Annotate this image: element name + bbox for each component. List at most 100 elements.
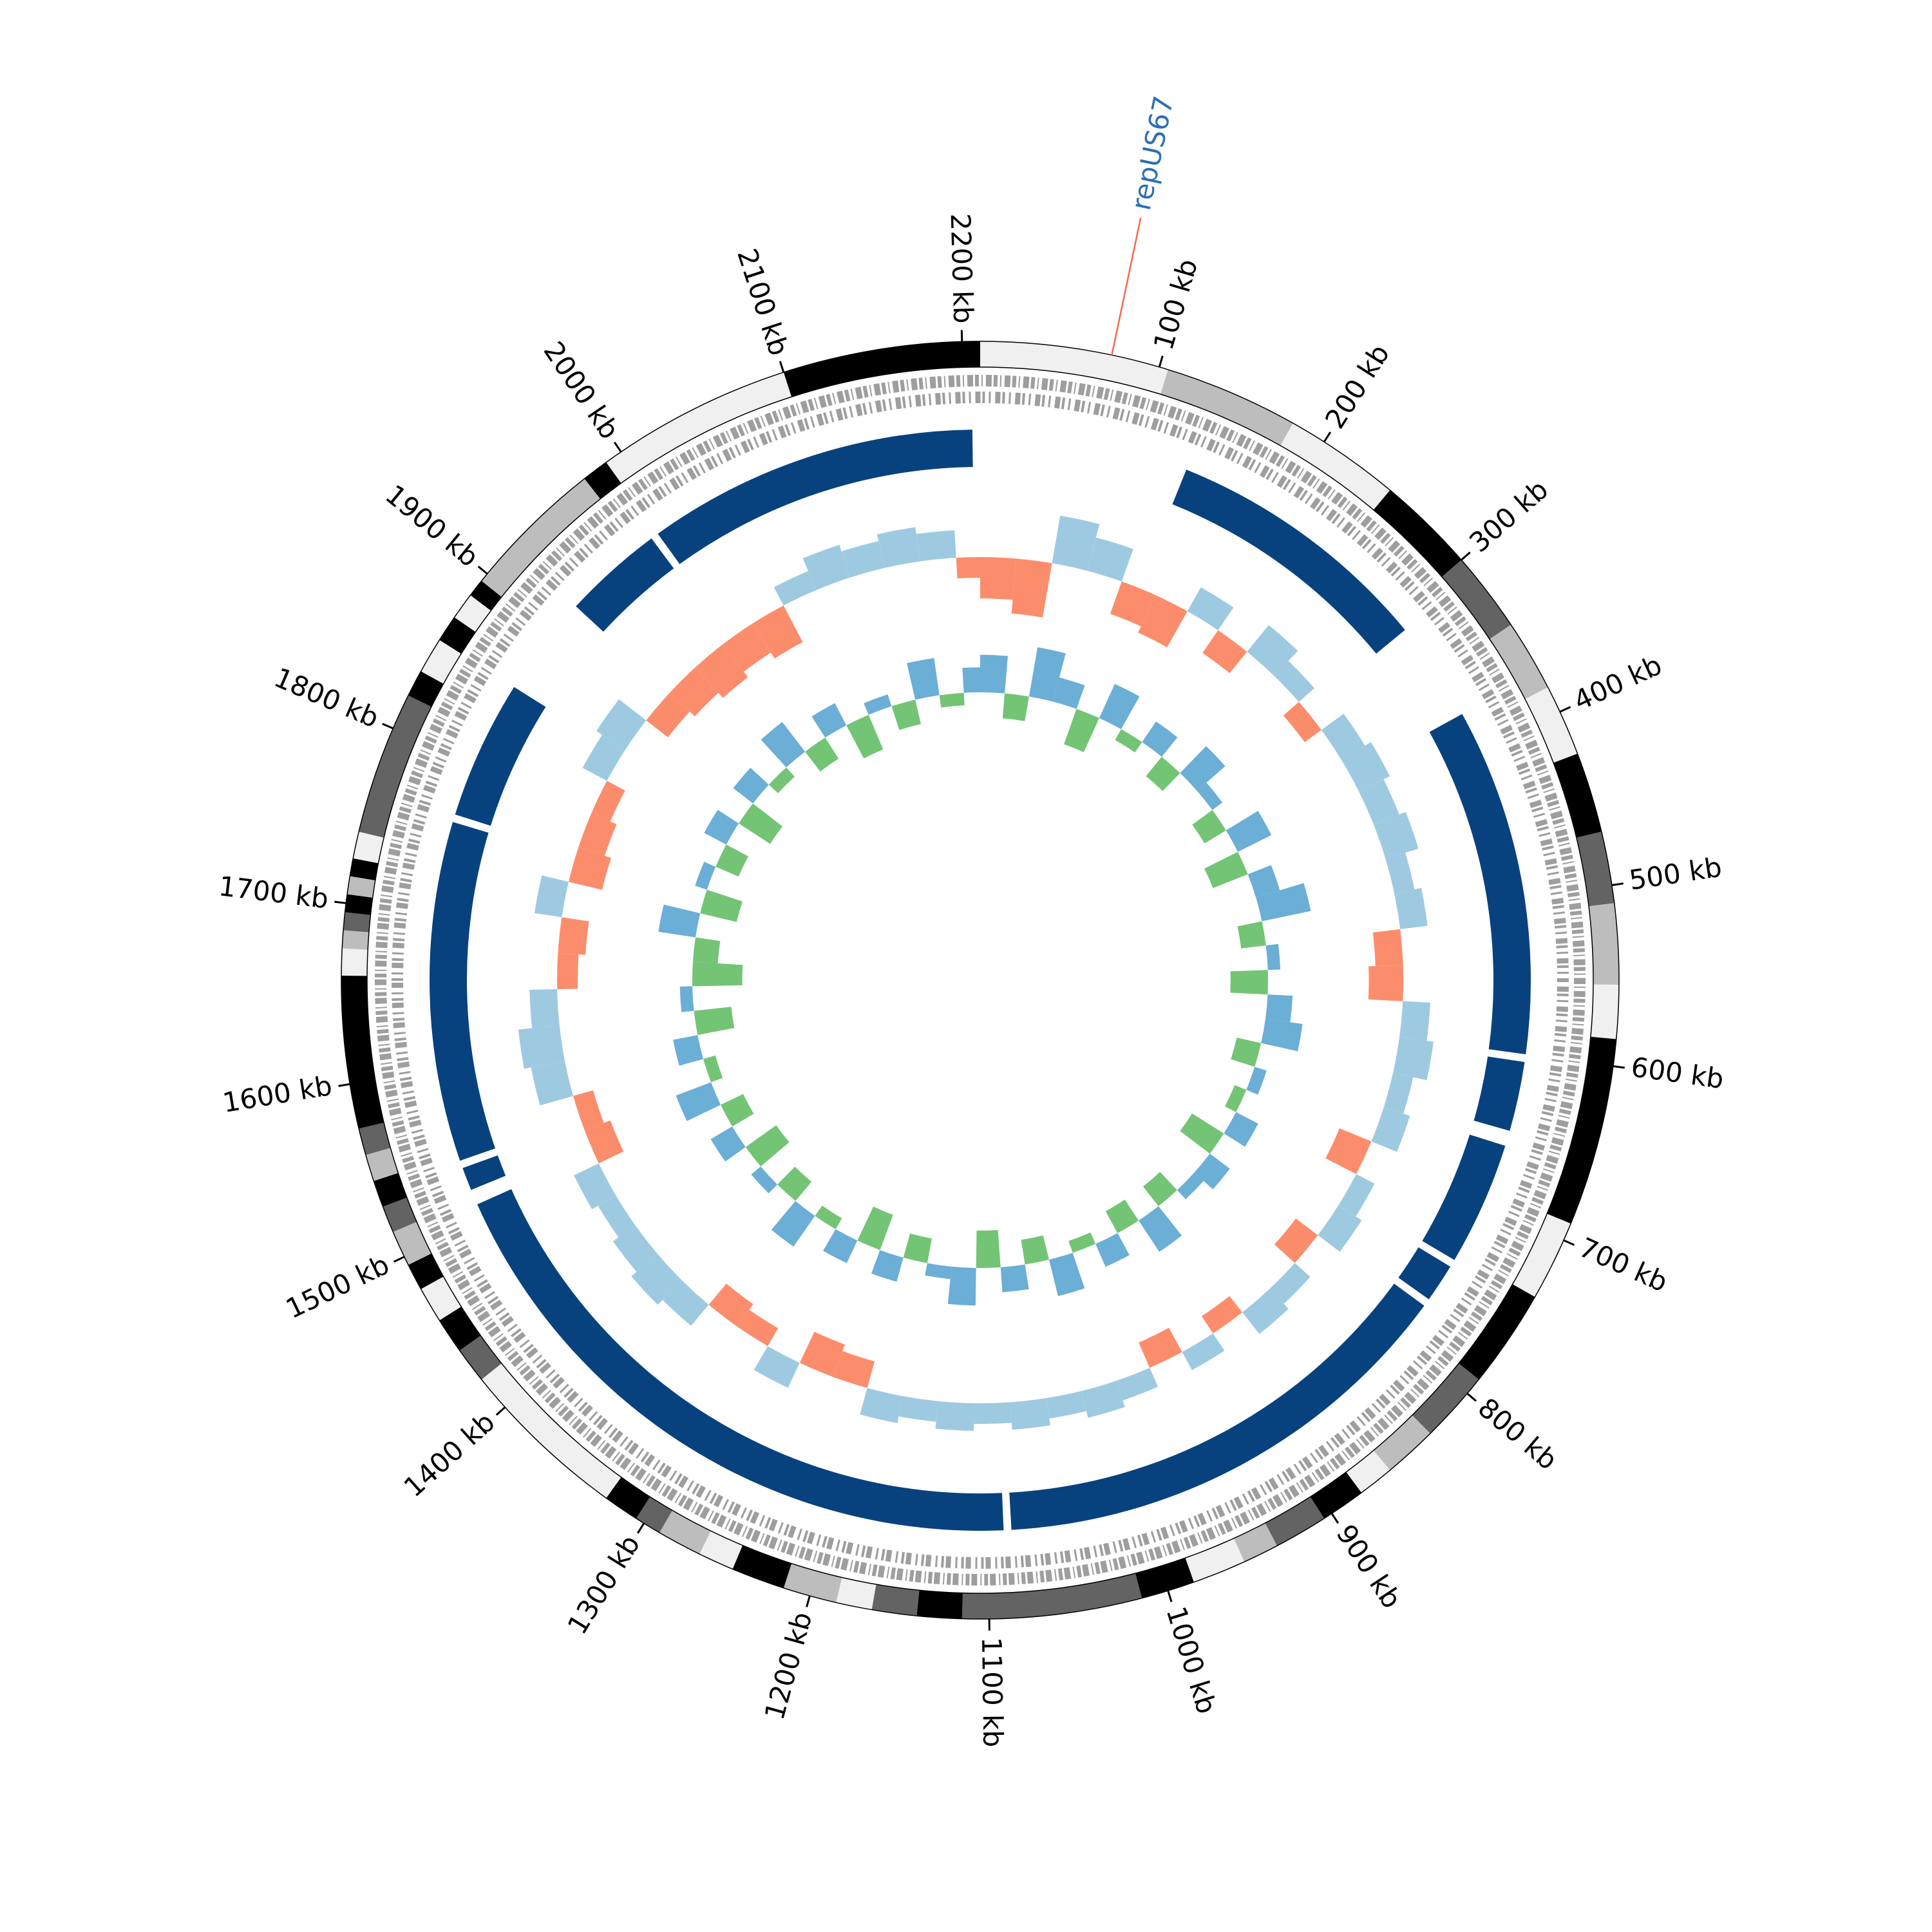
- gc-content-bar: [704, 810, 739, 845]
- outer-border: [341, 341, 1620, 1620]
- gc-content-bar: [703, 1056, 723, 1083]
- gc-skew-bar: [802, 544, 850, 591]
- contig: [1412, 1363, 1479, 1434]
- tick-label: 1000 kb: [1160, 1603, 1222, 1718]
- gc-skew-bar: [1182, 1333, 1225, 1370]
- gc-skew-bar: [737, 1309, 779, 1347]
- gc-skew-bar: [1338, 1174, 1375, 1217]
- tick-mark: [779, 361, 785, 373]
- gc-skew-bar: [974, 1402, 1012, 1425]
- contig: [1547, 1036, 1616, 1224]
- hit-segment: [455, 687, 546, 826]
- tick-label: 600 kb: [1629, 1051, 1726, 1095]
- gc-skew-bar: [1368, 965, 1404, 1001]
- gc-skew-bar: [568, 847, 612, 890]
- tick-label: 1300 kb: [562, 1530, 647, 1640]
- tick-mark: [382, 723, 393, 730]
- hit-segment: [576, 538, 674, 632]
- gc-content-bar: [692, 937, 721, 963]
- gc-skew-bar: [1247, 625, 1298, 676]
- gc-content-bar: [1000, 1264, 1029, 1293]
- tick-label: 1600 kb: [220, 1070, 334, 1119]
- tick-mark: [338, 1083, 350, 1087]
- contig: [783, 341, 980, 397]
- gc-content-bar: [1225, 1084, 1247, 1112]
- gc-content-bar: [1095, 1233, 1130, 1267]
- contig: [1589, 903, 1619, 985]
- hit-segment: [462, 1155, 506, 1190]
- gc-skew-bar: [1341, 742, 1390, 792]
- gc-content-bar: [1247, 865, 1280, 898]
- gc-content-bar: [673, 1035, 704, 1066]
- gc-skew-bar: [596, 699, 647, 750]
- gc-skew-bar: [1087, 537, 1133, 582]
- gc-content-bar: [903, 1233, 932, 1264]
- contig: [1346, 1450, 1390, 1493]
- gc-skew-bar: [1371, 1107, 1410, 1152]
- gc-skew-bar: [1274, 1218, 1318, 1264]
- contig: [1525, 687, 1578, 763]
- gc-content-bar: [679, 986, 694, 1012]
- gc-skew-bar: [1011, 558, 1052, 618]
- gc-skew-bar: [695, 644, 748, 698]
- gc-skew-bar: [1139, 1327, 1182, 1368]
- tick-mark: [1331, 1513, 1340, 1524]
- gc-content-bar: [1237, 921, 1266, 949]
- contig: [359, 1122, 391, 1155]
- gc-skew-bar: [662, 1280, 709, 1326]
- gc-skew-bar: [1046, 1390, 1086, 1419]
- gc-content-bar: [864, 694, 892, 715]
- gc-skew-bar: [1399, 1001, 1430, 1041]
- gc-content-bar: [658, 904, 701, 938]
- tick-mark: [1563, 1239, 1575, 1246]
- gc-skew-bar: [1325, 1128, 1372, 1175]
- gc-skew-bar: [916, 530, 956, 562]
- gc-skew-bar: [1242, 1289, 1289, 1334]
- gc-content-bar: [1021, 1235, 1049, 1265]
- gc-content-bar: [751, 1166, 778, 1193]
- hit-segment: [1422, 1134, 1506, 1260]
- contig: [836, 1577, 876, 1610]
- gc-content-bar: [811, 703, 847, 738]
- gc-content-bar: [768, 767, 795, 793]
- contig: [1490, 625, 1548, 699]
- tick-label: 2200 kb: [945, 213, 980, 324]
- hit-segment: [1429, 714, 1531, 1055]
- gc-content-bar: [805, 737, 839, 772]
- gc-skew-bar: [1138, 594, 1188, 648]
- tick-mark: [1611, 882, 1624, 886]
- gc-content-bar: [891, 699, 921, 730]
- tick-mark: [806, 1595, 811, 1607]
- contig: [374, 1173, 407, 1207]
- contig: [1459, 1284, 1535, 1380]
- contig: [1442, 560, 1511, 639]
- gc-content-bar: [692, 961, 743, 987]
- gc-content-bar: [1261, 1019, 1303, 1052]
- contig: [980, 341, 1168, 395]
- gc-skew-bar: [1321, 714, 1365, 761]
- gc-content-bar: [947, 1266, 976, 1306]
- gc-content-bar: [1146, 757, 1180, 791]
- tick-mark: [613, 441, 622, 453]
- gc-content-bar: [1194, 1153, 1230, 1189]
- tick-label: 700 kb: [1575, 1231, 1672, 1298]
- gc-content-bar: [777, 1166, 812, 1201]
- contig: [916, 1590, 963, 1619]
- gc-content-bar: [1105, 1199, 1139, 1233]
- gc-skew-bar: [935, 1401, 974, 1431]
- contig: [459, 1335, 502, 1380]
- gc-content-bar: [871, 1250, 904, 1282]
- contig: [345, 894, 373, 915]
- gc-skew-bar: [534, 875, 569, 918]
- gc-content-bar: [1139, 1206, 1182, 1252]
- annotation-line: [1111, 217, 1142, 355]
- tick-label: 1900 kb: [379, 478, 484, 573]
- gc-content-bar: [976, 1229, 1001, 1268]
- contig: [1310, 1472, 1362, 1519]
- contig: [1512, 1213, 1571, 1297]
- contig: [732, 1545, 792, 1588]
- gc-skew-bar: [1318, 1205, 1362, 1252]
- gc-skew-bar: [708, 1283, 753, 1327]
- gc-skew-bar: [1283, 701, 1321, 743]
- gc-skew-bar: [752, 605, 803, 659]
